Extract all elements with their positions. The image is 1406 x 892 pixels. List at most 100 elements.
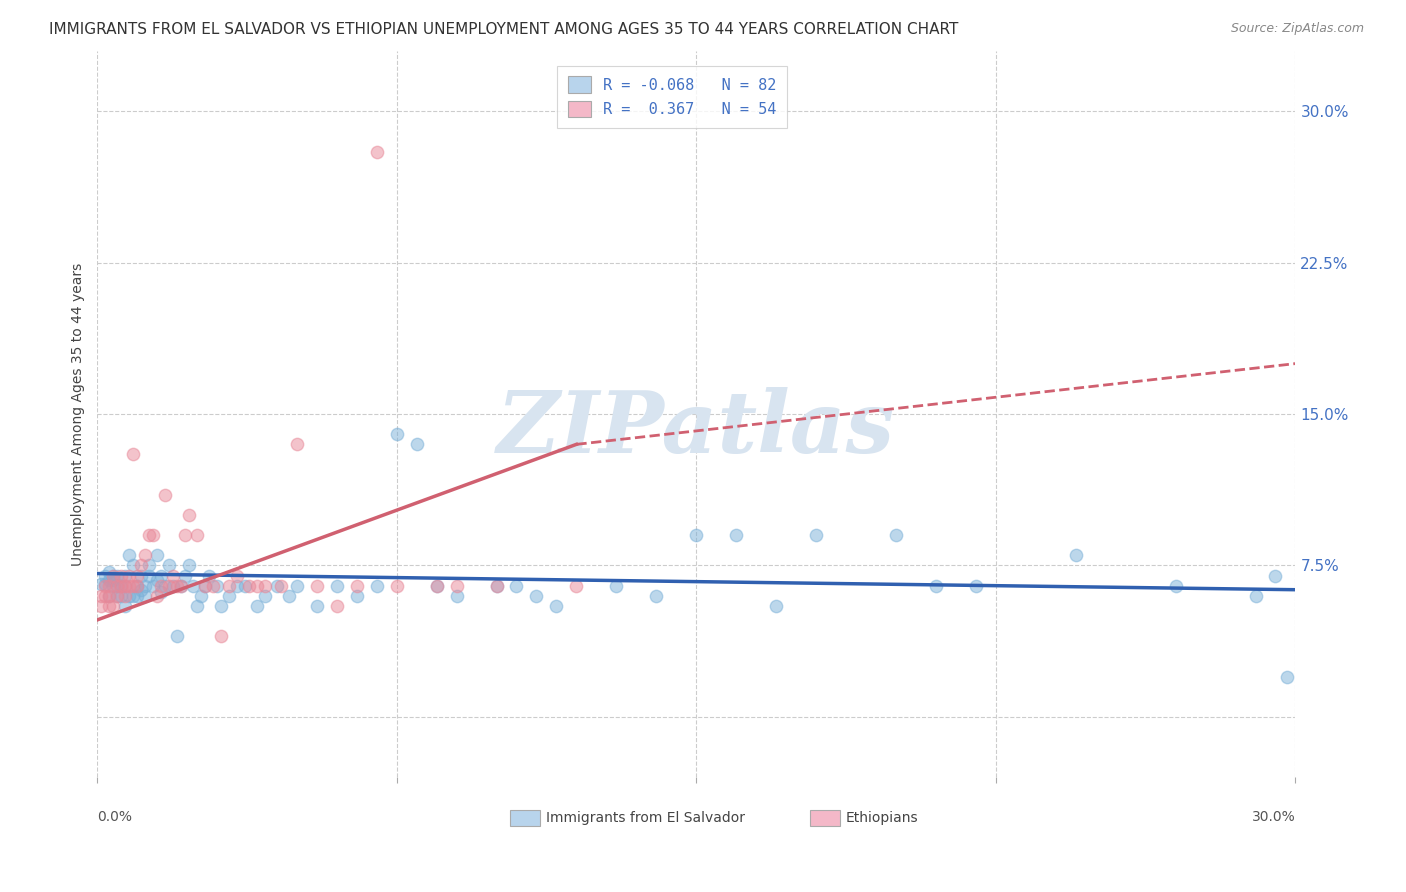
Point [405,437,427,451]
Point [218,579,240,593]
Point [90,589,112,603]
Point [177,558,200,573]
Point [138,558,160,573]
Point [186,599,208,613]
Point [1264,568,1286,582]
Point [118,568,141,582]
Point [170,579,193,593]
Point [225,579,247,593]
Point [285,579,308,593]
Point [1244,589,1267,603]
Point [170,579,193,593]
Point [110,568,132,582]
Point [325,579,347,593]
Point [218,589,240,603]
Point [122,589,145,603]
Text: Ethiopians: Ethiopians [846,811,918,825]
Point [153,488,176,502]
Point [122,447,145,461]
Point [98,589,121,603]
Text: 0.0%: 0.0% [97,810,132,824]
Point [146,573,169,587]
Point [426,579,449,593]
Point [174,528,197,542]
Point [105,589,128,603]
Point [114,579,136,593]
Point [605,579,627,593]
Point [110,579,132,593]
FancyBboxPatch shape [810,810,839,826]
Point [277,589,299,603]
Point [166,629,188,643]
Point [1064,549,1087,563]
Point [209,599,232,613]
Point [346,589,368,603]
Point [101,568,124,582]
Point [118,589,141,603]
Point [346,579,368,593]
Point [325,599,347,613]
Point [246,599,269,613]
Point [101,573,124,587]
Text: Source: ZipAtlas.com: Source: ZipAtlas.com [1230,22,1364,36]
Point [446,589,468,603]
Point [804,528,827,542]
Point [118,579,141,593]
Point [485,579,508,593]
Text: Immigrants from El Salvador: Immigrants from El Salvador [547,811,745,825]
Point [98,589,121,603]
Point [166,579,188,593]
Point [765,599,787,613]
Point [125,568,148,582]
Point [94,589,117,603]
Point [94,568,117,582]
Point [253,579,276,593]
Point [526,589,548,603]
Point [129,568,152,582]
Point [98,573,121,587]
Point [142,528,165,542]
Point [118,549,141,563]
Point [565,579,588,593]
Point [125,579,148,593]
Text: 30.0%: 30.0% [1251,810,1295,824]
Point [125,589,148,603]
Point [194,579,217,593]
Point [90,576,112,591]
Point [101,579,124,593]
Point [105,589,128,603]
Point [190,589,212,603]
Point [209,629,232,643]
Point [134,549,156,563]
Point [157,579,180,593]
Point [238,579,260,593]
Point [142,579,165,593]
Point [485,579,508,593]
Point [149,568,172,582]
Point [146,549,169,563]
Point [194,579,217,593]
Point [884,528,907,542]
Point [105,568,128,582]
Point [725,528,748,542]
Point [546,599,568,613]
Point [233,579,256,593]
Point [1164,579,1187,593]
Point [305,599,328,613]
Point [110,589,132,603]
Point [177,508,200,522]
Point [98,579,121,593]
Point [129,582,152,597]
Point [125,579,148,593]
Point [446,579,468,593]
Point [366,579,388,593]
Point [94,576,117,591]
Point [225,568,247,582]
Point [965,579,987,593]
Point [98,599,121,613]
Point [149,579,172,593]
Point [114,599,136,613]
Point [146,589,169,603]
Point [149,584,172,599]
Point [174,568,197,582]
